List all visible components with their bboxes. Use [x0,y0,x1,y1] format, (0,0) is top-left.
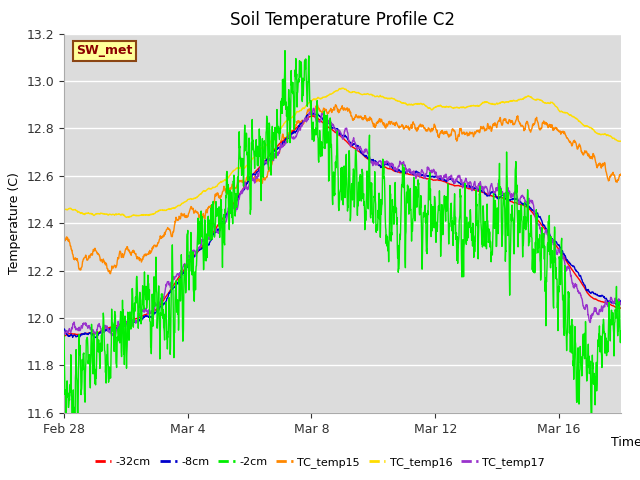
-8cm [310,110,317,116]
TC_temp16 [339,85,347,91]
TC_temp16 [291,112,298,118]
-2cm [291,120,298,125]
-2cm [441,200,449,205]
-32cm [60,333,68,339]
-32cm [617,305,625,311]
TC_temp17 [617,302,625,308]
TC_temp16 [92,211,100,216]
TC_temp15 [107,271,115,276]
TC_temp16 [617,138,625,144]
-32cm [290,127,298,133]
Title: Soil Temperature Profile C2: Soil Temperature Profile C2 [230,11,455,29]
Legend: -32cm, -8cm, -2cm, TC_temp15, TC_temp16, TC_temp17: -32cm, -8cm, -2cm, TC_temp15, TC_temp16,… [90,452,550,472]
Line: -2cm: -2cm [64,50,621,443]
-32cm [268,149,276,155]
-8cm [179,271,187,276]
Text: SW_met: SW_met [76,45,132,58]
TC_temp15 [441,130,449,136]
X-axis label: Time: Time [611,435,640,448]
-8cm [617,298,625,304]
-32cm [440,179,448,185]
TC_temp15 [92,248,100,254]
Line: TC_temp15: TC_temp15 [64,105,621,274]
Line: -32cm: -32cm [64,116,621,336]
-2cm [92,375,100,381]
TC_temp15 [617,171,625,177]
TC_temp16 [441,104,449,110]
-8cm [287,132,295,137]
-2cm [269,144,276,150]
TC_temp17 [92,329,100,335]
Line: -8cm: -8cm [64,113,621,337]
-2cm [281,48,289,53]
-2cm [288,80,296,85]
TC_temp17 [179,264,187,270]
TC_temp17 [60,333,68,338]
-32cm [308,113,316,119]
TC_temp15 [291,127,298,133]
TC_temp15 [179,212,187,218]
TC_temp16 [179,200,187,206]
-2cm [68,440,76,446]
TC_temp16 [123,215,131,220]
TC_temp15 [60,238,68,243]
TC_temp16 [269,135,276,141]
-32cm [92,330,100,336]
TC_temp15 [314,102,321,108]
-8cm [441,177,449,183]
TC_temp17 [287,134,295,140]
TC_temp15 [269,157,276,163]
TC_temp17 [310,105,317,111]
Y-axis label: Temperature (C): Temperature (C) [8,172,21,274]
-2cm [60,333,68,338]
TC_temp17 [269,157,276,163]
TC_temp17 [291,136,298,142]
TC_temp16 [60,206,68,212]
-8cm [269,149,276,155]
-8cm [92,335,99,340]
-8cm [291,129,298,134]
TC_temp17 [111,334,119,339]
-8cm [92,335,100,340]
-8cm [60,326,68,332]
TC_temp17 [441,172,449,178]
Line: TC_temp17: TC_temp17 [64,108,621,336]
Line: TC_temp16: TC_temp16 [64,88,621,217]
-2cm [617,328,625,334]
-32cm [179,268,187,274]
-2cm [179,335,187,341]
TC_temp16 [287,115,295,120]
-32cm [287,130,295,136]
TC_temp15 [287,128,295,134]
